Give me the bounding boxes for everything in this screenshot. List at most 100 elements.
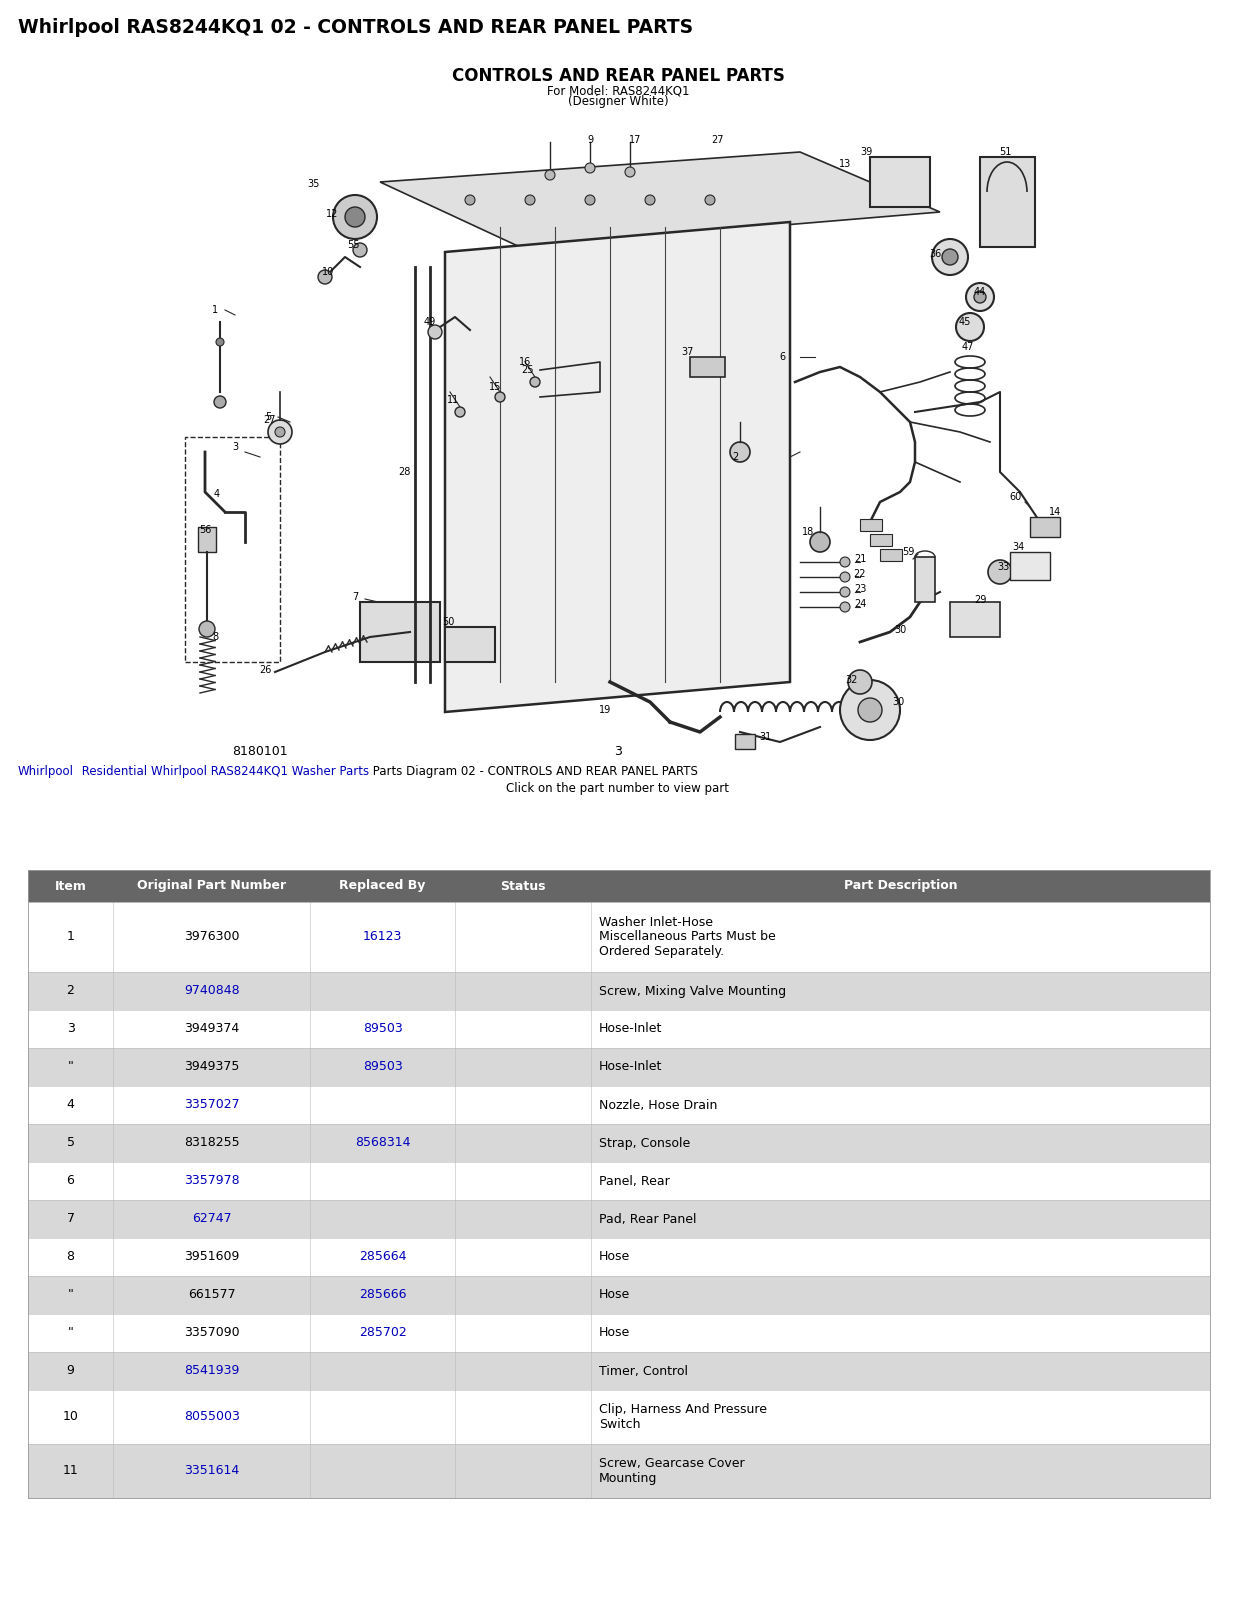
Text: 23: 23: [854, 584, 866, 594]
Circle shape: [199, 621, 215, 637]
Bar: [28, 870, 1210, 902]
Text: 19: 19: [599, 706, 611, 715]
Text: 3357978: 3357978: [184, 1174, 240, 1187]
Circle shape: [956, 314, 983, 341]
Circle shape: [889, 402, 1070, 582]
Text: 6: 6: [67, 1174, 74, 1187]
Bar: [28, 1162, 1210, 1200]
Text: 25: 25: [522, 365, 534, 374]
Circle shape: [840, 557, 850, 566]
Text: 55: 55: [346, 240, 359, 250]
Text: 2: 2: [732, 451, 738, 462]
Text: 15: 15: [489, 382, 501, 392]
Text: For Model: RAS8244KQ1: For Model: RAS8244KQ1: [547, 83, 690, 98]
Text: 4: 4: [214, 490, 220, 499]
Text: Hose: Hose: [599, 1326, 630, 1339]
Text: 7: 7: [67, 1213, 74, 1226]
Text: 3: 3: [614, 746, 622, 758]
Text: 4: 4: [67, 1099, 74, 1112]
Text: 39: 39: [860, 147, 872, 157]
Bar: [870, 534, 892, 546]
Text: 44: 44: [974, 286, 986, 298]
Polygon shape: [380, 152, 940, 246]
Text: 3951609: 3951609: [184, 1251, 240, 1264]
Circle shape: [840, 573, 850, 582]
Bar: [915, 557, 935, 602]
Text: 8318255: 8318255: [184, 1136, 240, 1149]
Text: 285666: 285666: [359, 1288, 406, 1301]
Bar: [360, 602, 440, 662]
Circle shape: [495, 392, 505, 402]
Text: 16: 16: [518, 357, 531, 366]
Bar: [28, 1390, 1210, 1443]
Text: 6: 6: [779, 352, 785, 362]
Text: 7: 7: [351, 592, 359, 602]
Text: Residential: Residential: [78, 765, 151, 778]
Text: ": ": [68, 1061, 73, 1074]
Circle shape: [840, 587, 850, 597]
Text: 10: 10: [63, 1411, 78, 1424]
Text: Clip, Harness And Pressure
Switch: Clip, Harness And Pressure Switch: [599, 1403, 767, 1430]
Text: 35: 35: [307, 179, 319, 189]
Bar: [690, 357, 725, 378]
Text: ": ": [68, 1326, 73, 1339]
FancyBboxPatch shape: [160, 62, 1077, 730]
Text: 9: 9: [586, 134, 593, 146]
Bar: [198, 526, 216, 552]
Bar: [28, 1048, 1210, 1086]
Circle shape: [265, 502, 445, 682]
Text: 10: 10: [322, 267, 334, 277]
Bar: [28, 902, 1210, 971]
Bar: [28, 1443, 1210, 1498]
Circle shape: [974, 291, 986, 302]
Text: Item: Item: [54, 880, 87, 893]
Text: (Designer White): (Designer White): [568, 94, 669, 109]
Text: Original Part Number: Original Part Number: [137, 880, 286, 893]
Circle shape: [345, 206, 365, 227]
Circle shape: [585, 163, 595, 173]
Text: Hose-Inlet: Hose-Inlet: [599, 1061, 662, 1074]
Circle shape: [455, 406, 465, 418]
Text: 3: 3: [67, 1022, 74, 1035]
Text: Whirlpool: Whirlpool: [19, 765, 74, 778]
Text: 14: 14: [1049, 507, 1061, 517]
Circle shape: [943, 250, 957, 266]
Bar: [28, 1200, 1210, 1238]
Text: 8: 8: [67, 1251, 74, 1264]
Bar: [28, 1123, 1210, 1162]
Text: 3: 3: [233, 442, 238, 451]
Text: Timer, Control: Timer, Control: [599, 1365, 688, 1378]
Text: 8055003: 8055003: [184, 1411, 240, 1424]
Text: Parts Diagram 02 - CONTROLS AND REAR PANEL PARTS: Parts Diagram 02 - CONTROLS AND REAR PAN…: [369, 765, 698, 778]
Text: 31: 31: [758, 733, 771, 742]
Text: 18: 18: [802, 526, 814, 538]
Text: 17: 17: [628, 134, 641, 146]
Text: Washer Inlet-Hose
Miscellaneous Parts Must be
Ordered Separately.: Washer Inlet-Hose Miscellaneous Parts Mu…: [599, 915, 776, 958]
Text: 34: 34: [1012, 542, 1024, 552]
Text: 3357027: 3357027: [184, 1099, 240, 1112]
Text: 59: 59: [902, 547, 914, 557]
Circle shape: [465, 195, 475, 205]
Text: 2: 2: [67, 984, 74, 997]
Circle shape: [840, 602, 850, 611]
Bar: [860, 518, 882, 531]
Text: 285702: 285702: [359, 1326, 407, 1339]
Text: 3357090: 3357090: [184, 1326, 240, 1339]
Circle shape: [470, 502, 649, 682]
Circle shape: [318, 270, 332, 285]
Text: 22: 22: [854, 570, 866, 579]
Circle shape: [625, 166, 635, 178]
Circle shape: [428, 325, 442, 339]
Text: 27: 27: [711, 134, 724, 146]
Bar: [28, 1277, 1210, 1314]
Bar: [28, 971, 1210, 1010]
Bar: [28, 1086, 1210, 1123]
Text: 51: 51: [998, 147, 1011, 157]
Text: 89503: 89503: [362, 1061, 402, 1074]
Text: 5: 5: [265, 411, 271, 422]
Text: 8541939: 8541939: [184, 1365, 240, 1378]
Text: 28: 28: [398, 467, 411, 477]
Bar: [735, 734, 755, 749]
Text: 3949375: 3949375: [184, 1061, 240, 1074]
Text: Hose: Hose: [599, 1251, 630, 1264]
